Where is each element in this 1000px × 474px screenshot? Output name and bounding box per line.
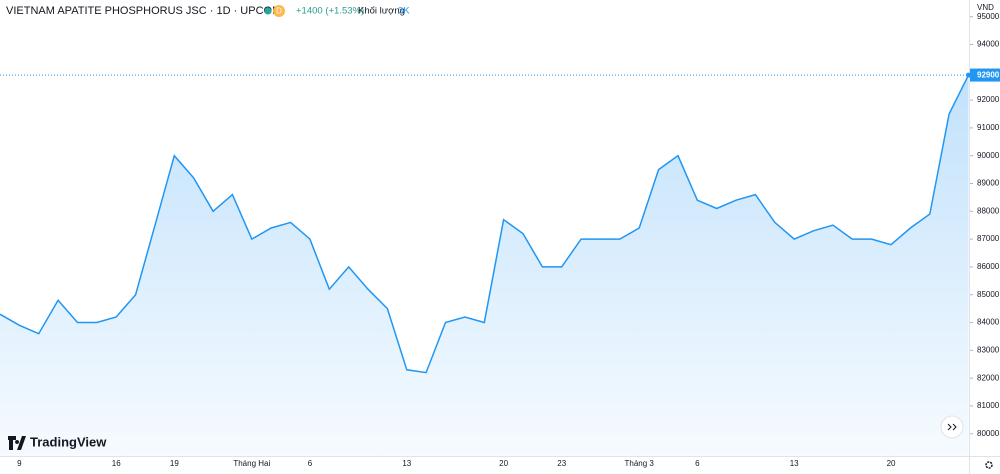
change: +1400 (+1.53%) bbox=[296, 6, 364, 17]
x-tick-label: 6 bbox=[308, 459, 313, 468]
y-tick-label: 92000 bbox=[977, 95, 1000, 104]
area-fill bbox=[0, 75, 969, 456]
plot-area bbox=[0, 74, 970, 456]
x-tick-label: 6 bbox=[695, 459, 700, 468]
last-price-badge bbox=[970, 68, 1000, 82]
badge bbox=[273, 5, 285, 17]
x-tick-label: 16 bbox=[112, 459, 121, 468]
last-price-label: 92900 bbox=[977, 71, 1000, 80]
y-tick-label: 88000 bbox=[977, 206, 1000, 215]
currency: VND bbox=[977, 3, 994, 12]
y-tick-label: 85000 bbox=[977, 290, 1000, 299]
x-tick-label: 19 bbox=[170, 459, 179, 468]
y-tick-label: 89000 bbox=[977, 179, 1000, 188]
y-tick-label: 82000 bbox=[977, 373, 1000, 382]
y-tick-label: 94000 bbox=[977, 40, 1000, 49]
x-tick-label: Tháng 3 bbox=[625, 459, 655, 468]
price-line bbox=[0, 74, 970, 374]
brand[interactable]: TradingView bbox=[30, 434, 107, 449]
y-tick-label: 83000 bbox=[977, 345, 1000, 354]
y-tick-label: 80000 bbox=[977, 429, 1000, 438]
status-dot bbox=[264, 7, 272, 15]
x-tick-label: 13 bbox=[402, 459, 411, 468]
x-tick-label: 20 bbox=[499, 459, 508, 468]
x-tick-label: 20 bbox=[887, 459, 896, 468]
scroll-icon bbox=[947, 423, 957, 431]
badge-text: D bbox=[276, 7, 282, 16]
y-tick-label: 95000 bbox=[977, 12, 1000, 21]
y-tick-label: 84000 bbox=[977, 318, 1000, 327]
y-tick-label: 90000 bbox=[977, 151, 1000, 160]
x-tick-label: Tháng Hai bbox=[233, 459, 270, 468]
y-tick-label: 87000 bbox=[977, 234, 1000, 243]
volume: 3K bbox=[398, 6, 410, 17]
x-tick-label: 23 bbox=[557, 459, 566, 468]
scroll-button[interactable] bbox=[940, 415, 964, 439]
brand-logo[interactable] bbox=[8, 436, 26, 450]
x-tick-label: 9 bbox=[17, 459, 22, 468]
x-tick-label: 13 bbox=[790, 459, 799, 468]
settings-button[interactable] bbox=[985, 461, 993, 469]
y-tick-label: 81000 bbox=[977, 401, 1000, 410]
y-tick-label: 86000 bbox=[977, 262, 1000, 271]
chart-title: VIETNAM APATITE PHOSPHORUS JSC · 1D · UP… bbox=[6, 5, 281, 17]
last-point bbox=[966, 72, 971, 78]
y-tick-label: 91000 bbox=[977, 123, 1000, 132]
volume-label: Khối lượng bbox=[358, 6, 405, 17]
